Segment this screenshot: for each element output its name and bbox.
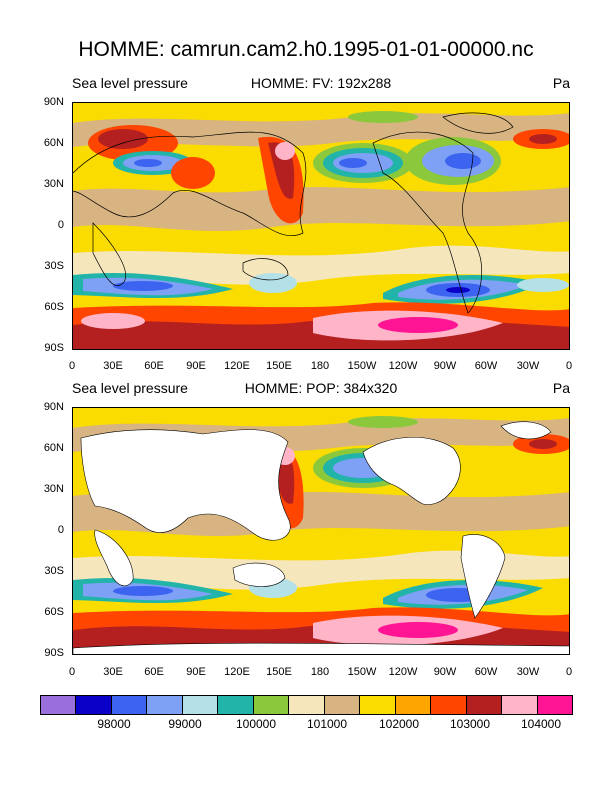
lat-tick: 60S xyxy=(44,301,64,313)
colorbar-swatch xyxy=(502,696,538,714)
colorbar-swatch xyxy=(182,696,219,714)
colorbar-label: 103000 xyxy=(449,717,491,731)
lat-tick: 60N xyxy=(43,137,64,149)
lon-tick: 30W xyxy=(516,360,540,372)
lon-tick: 30E xyxy=(103,666,123,678)
lon-tick: 0 xyxy=(565,360,573,372)
lon-tick: 30W xyxy=(516,666,540,678)
lon-tick: 90E xyxy=(186,666,206,678)
panel-center-label: HOMME: POP: 384x320 xyxy=(244,380,398,396)
lat-tick: 60S xyxy=(44,606,64,618)
lat-tick: 0 xyxy=(57,219,64,231)
panel-left-label: Sea level pressure xyxy=(72,380,188,396)
colorbar-swatch xyxy=(466,696,503,714)
lon-tick: 120W xyxy=(388,666,418,678)
colorbar-swatch xyxy=(111,696,148,714)
lon-tick: 120W xyxy=(388,360,418,372)
lon-tick: 120E xyxy=(224,666,250,678)
lat-tick: 90S xyxy=(44,342,64,354)
lat-tick: 30N xyxy=(43,483,64,495)
lon-tick: 60E xyxy=(144,666,164,678)
colorbar-swatch xyxy=(253,696,290,714)
map-plot-fv xyxy=(72,102,570,350)
lat-tick: 30N xyxy=(43,178,64,190)
panel-center-label: HOMME: FV: 192x288 xyxy=(250,75,392,91)
lon-tick: 30E xyxy=(103,360,123,372)
colorbar-swatch xyxy=(360,696,396,714)
colorbar-swatch xyxy=(76,696,112,714)
colorbar-swatch xyxy=(218,696,254,714)
colorbar-swatch xyxy=(324,696,361,714)
colorbar-label: 101000 xyxy=(306,717,348,731)
lon-tick: 150W xyxy=(347,360,377,372)
panel-units-label: Pa xyxy=(552,75,570,91)
slp-field-pop xyxy=(73,408,569,654)
lon-tick: 60E xyxy=(144,360,164,372)
lon-tick: 0 xyxy=(68,666,76,678)
lat-tick: 30S xyxy=(44,260,64,272)
lon-tick: 150E xyxy=(266,666,292,678)
lon-tick: 60W xyxy=(474,360,498,372)
lon-tick: 90W xyxy=(433,666,457,678)
lat-tick: 0 xyxy=(57,524,64,536)
colorbar-swatch xyxy=(537,696,573,714)
lat-tick: 90S xyxy=(44,647,64,659)
lat-tick: 60N xyxy=(43,442,64,454)
panel-left-label: Sea level pressure xyxy=(72,75,188,91)
lat-tick: 30S xyxy=(44,565,64,577)
lat-tick: 90N xyxy=(43,401,64,413)
lon-tick: 180 xyxy=(310,360,330,372)
colorbar xyxy=(40,695,573,715)
lon-tick: 0 xyxy=(68,360,76,372)
colorbar-swatch xyxy=(147,696,183,714)
slp-field-fv xyxy=(73,103,569,349)
lon-tick: 150W xyxy=(347,666,377,678)
page-title: HOMME: camrun.cam2.h0.1995-01-01-00000.n… xyxy=(78,38,534,61)
lon-tick: 180 xyxy=(310,666,330,678)
map-panel-fv: Sea level pressure HOMME: FV: 192x288 Pa xyxy=(0,75,612,375)
lon-tick: 90W xyxy=(433,360,457,372)
lon-tick: 60W xyxy=(474,666,498,678)
lon-tick: 0 xyxy=(565,666,573,678)
colorbar-swatch xyxy=(289,696,325,714)
colorbar-label: 100000 xyxy=(235,717,277,731)
colorbar-swatch xyxy=(431,696,467,714)
lon-tick: 120E xyxy=(224,360,250,372)
colorbar-swatch xyxy=(41,696,77,714)
colorbar-label: 102000 xyxy=(378,717,420,731)
colorbar-swatch xyxy=(395,696,432,714)
lon-tick: 90E xyxy=(186,360,206,372)
colorbar-label: 98000 xyxy=(97,717,131,731)
map-panel-pop: Sea level pressure HOMME: POP: 384x320 P… xyxy=(0,380,612,680)
panel-units-label: Pa xyxy=(552,380,570,396)
lon-tick: 150E xyxy=(266,360,292,372)
lat-tick: 90N xyxy=(43,96,64,108)
colorbar-label: 99000 xyxy=(168,717,202,731)
map-plot-pop xyxy=(72,407,570,655)
colorbar-label: 104000 xyxy=(520,717,562,731)
